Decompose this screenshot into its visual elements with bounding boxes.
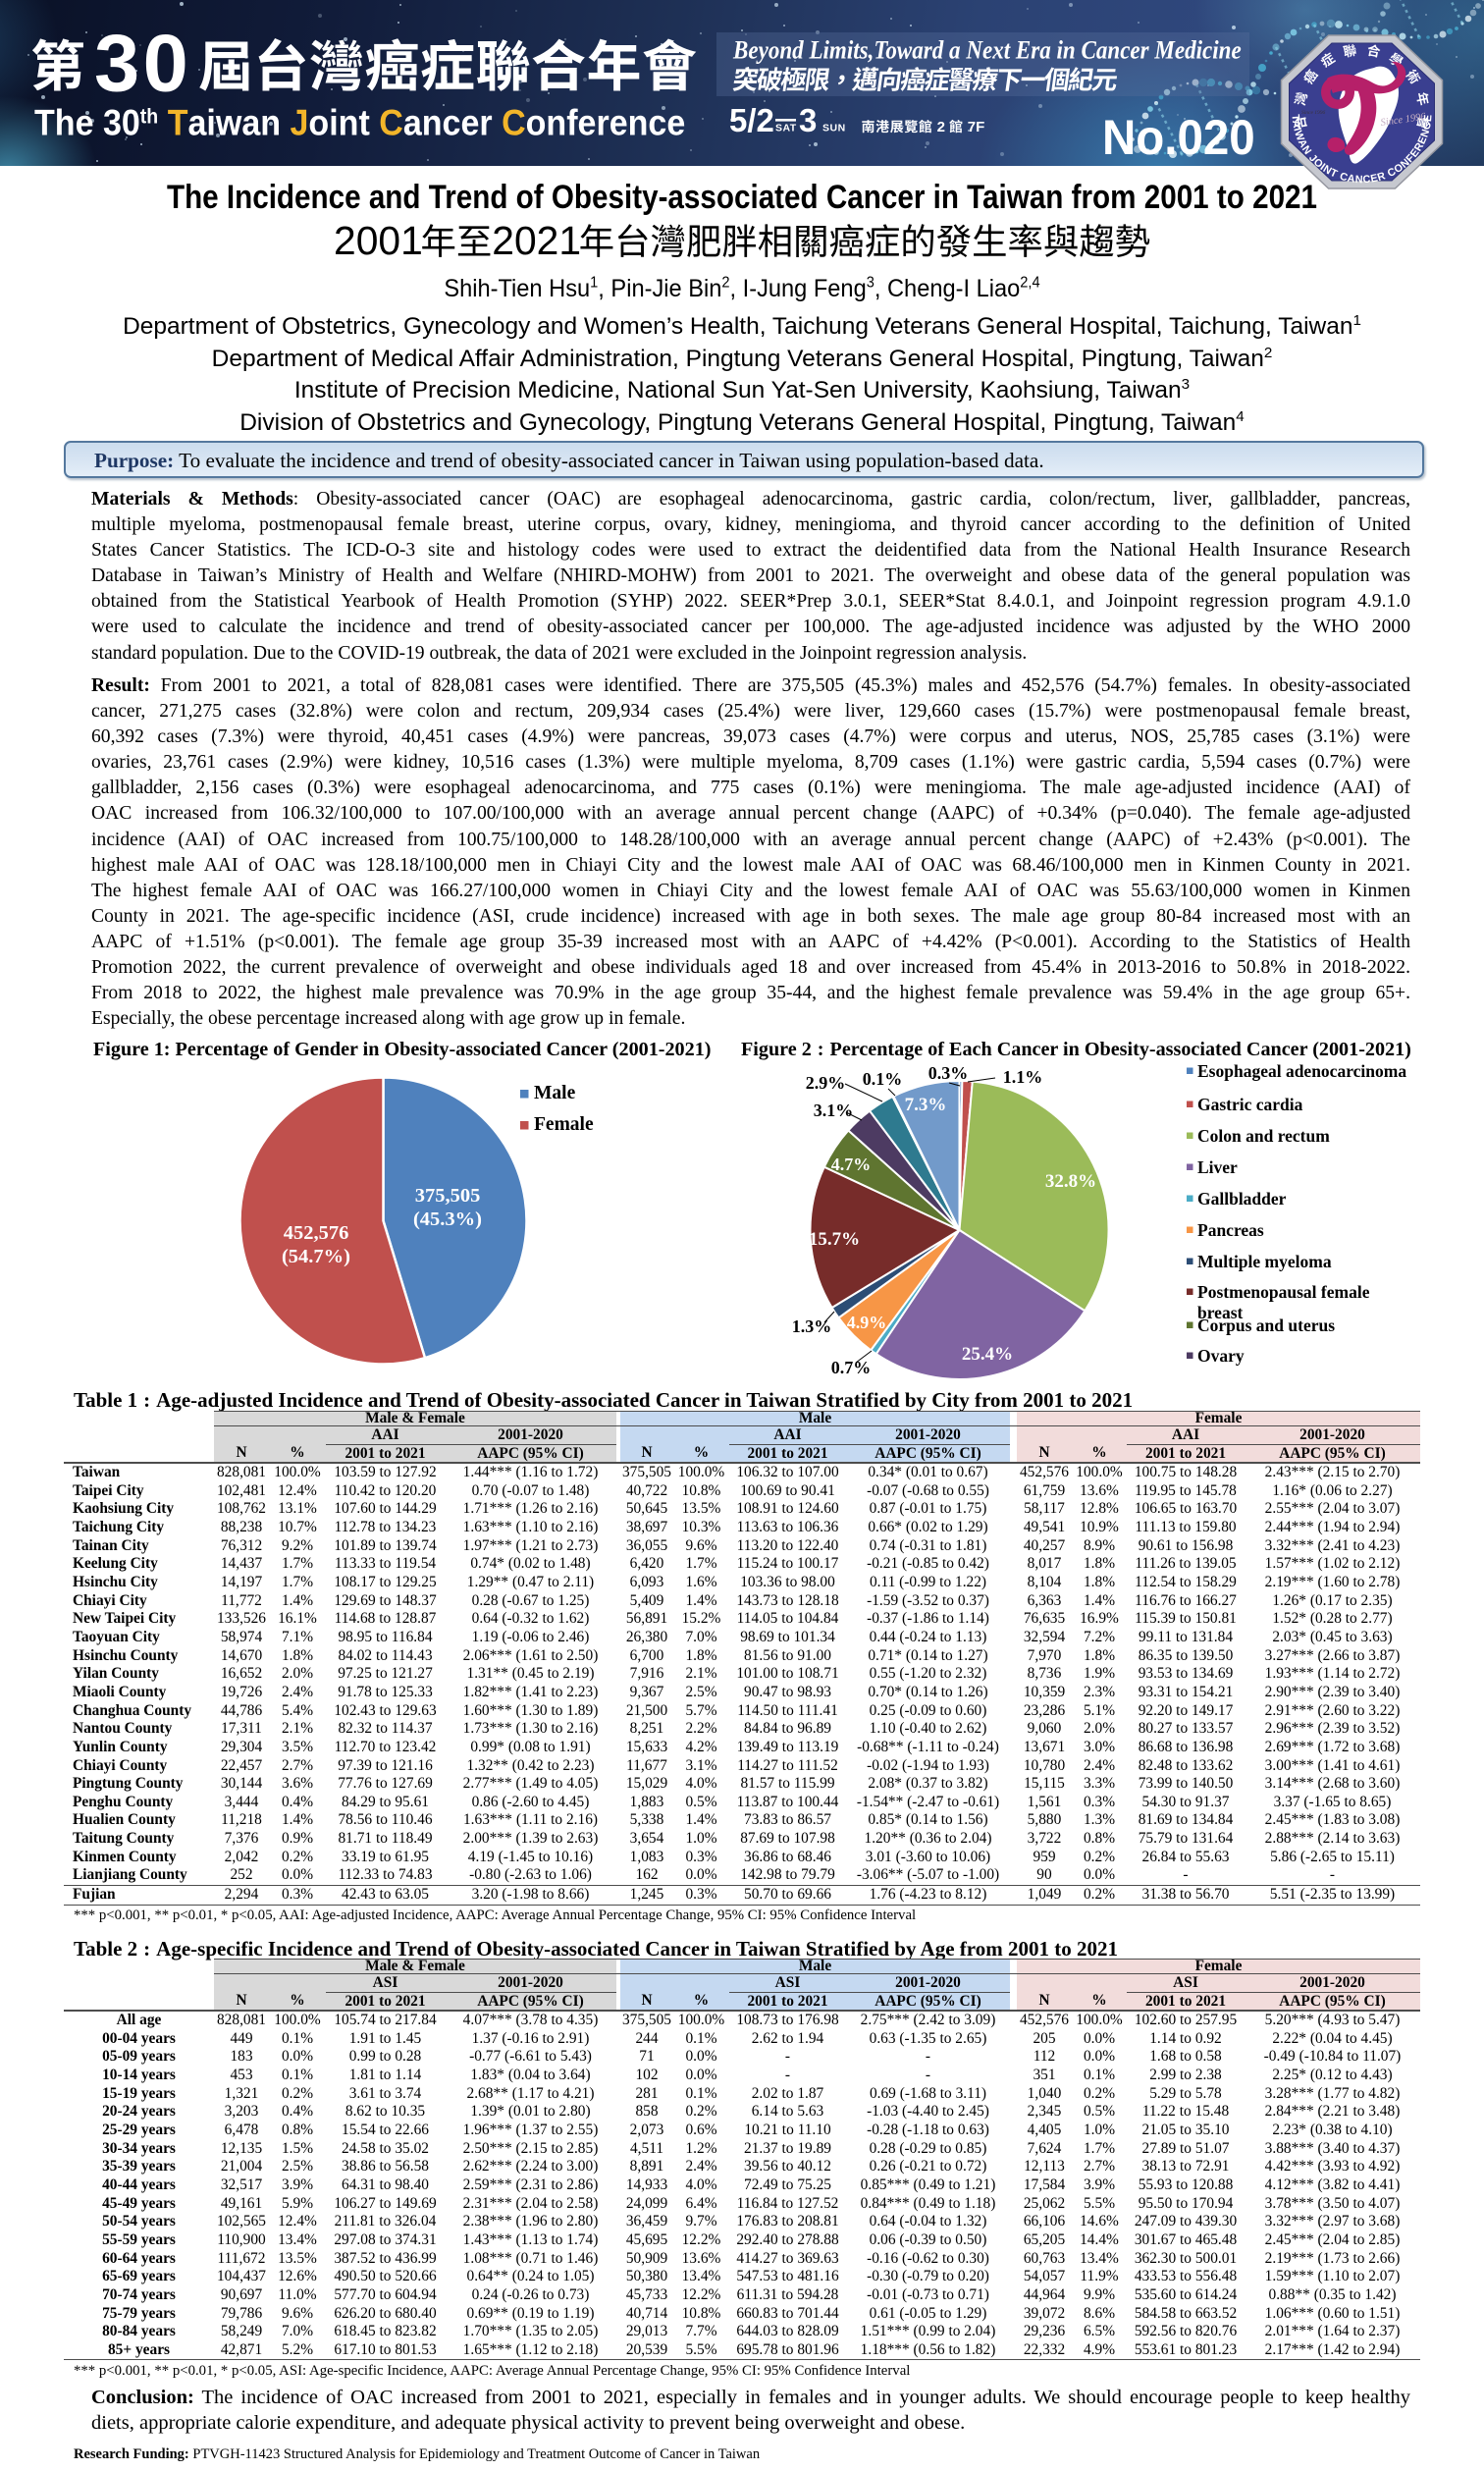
svg-text:Female: Female xyxy=(534,1114,594,1135)
svg-text:452,576: 452,576 xyxy=(284,1222,349,1244)
svg-text:0.7%: 0.7% xyxy=(831,1358,872,1377)
svg-text:3: 3 xyxy=(799,102,817,138)
svg-text:7F: 7F xyxy=(964,119,985,135)
svg-text:Male: Male xyxy=(534,1083,576,1103)
svg-text:(54.7%): (54.7%) xyxy=(282,1246,350,1267)
svg-text:Since 1996: Since 1996 xyxy=(1301,110,1326,116)
svg-text:2001: 2001 xyxy=(334,223,423,263)
svg-text:(45.3%): (45.3%) xyxy=(413,1209,482,1230)
svg-text:SAT: SAT xyxy=(775,123,797,134)
svg-text:375,505: 375,505 xyxy=(415,1185,481,1207)
svg-text:Gastric cardia: Gastric cardia xyxy=(1197,1095,1303,1114)
svg-text:SUN: SUN xyxy=(822,123,846,134)
svg-text:0.1%: 0.1% xyxy=(863,1069,903,1089)
svg-text:Colon and rectum: Colon and rectum xyxy=(1197,1126,1330,1146)
svg-text:30: 30 xyxy=(94,18,191,109)
svg-text:The 30th Taiwan Joint Cancer C: The 30th Taiwan Joint Cancer Conference xyxy=(34,104,685,143)
svg-text:No.020: No.020 xyxy=(1102,111,1255,165)
svg-text:2021: 2021 xyxy=(492,223,581,263)
svg-text:0.3%: 0.3% xyxy=(928,1063,969,1083)
svg-text:25.4%: 25.4% xyxy=(962,1344,1013,1365)
svg-text:breast: breast xyxy=(1197,1303,1244,1322)
svg-text:15.7%: 15.7% xyxy=(809,1229,860,1250)
svg-text:7.3%: 7.3% xyxy=(905,1095,947,1115)
svg-text:Ovary: Ovary xyxy=(1197,1346,1245,1366)
svg-text:Postmenopausal female: Postmenopausal female xyxy=(1197,1282,1370,1302)
svg-text:Corpus and uterus: Corpus and uterus xyxy=(1197,1316,1335,1335)
svg-text:1.1%: 1.1% xyxy=(1003,1067,1043,1087)
svg-text:2.9%: 2.9% xyxy=(806,1073,846,1093)
svg-text:5/2: 5/2 xyxy=(729,102,774,138)
svg-text:Liver: Liver xyxy=(1197,1157,1238,1177)
svg-text:1.3%: 1.3% xyxy=(792,1316,832,1336)
svg-text:4.9%: 4.9% xyxy=(847,1313,887,1332)
svg-text:Esophageal adenocarcinoma: Esophageal adenocarcinoma xyxy=(1197,1061,1406,1081)
svg-text:4.7%: 4.7% xyxy=(831,1155,872,1174)
svg-text:Gallbladder: Gallbladder xyxy=(1197,1189,1287,1209)
svg-text:Beyond Limits,Toward a Next Er: Beyond Limits,Toward a Next Era in Cance… xyxy=(732,36,1242,65)
svg-text:3.1%: 3.1% xyxy=(814,1101,854,1120)
svg-text:2: 2 xyxy=(933,119,950,135)
svg-text:Multiple myeloma: Multiple myeloma xyxy=(1197,1252,1332,1271)
svg-text:Pancreas: Pancreas xyxy=(1197,1220,1264,1240)
svg-text:32.8%: 32.8% xyxy=(1045,1171,1096,1192)
